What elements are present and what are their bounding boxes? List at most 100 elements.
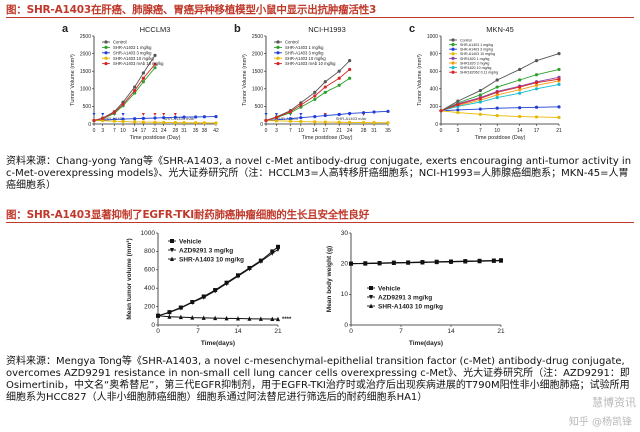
legend-label: SHR-A1403 10 mg/kg [378, 303, 443, 310]
data-point [323, 80, 327, 84]
data-point [202, 121, 206, 125]
data-point [213, 288, 218, 294]
legend-marker [276, 40, 280, 44]
data-point [434, 259, 439, 265]
data-point [348, 111, 352, 116]
legend-label: SHR-A1403 3 mg/kg [285, 50, 324, 55]
x-axis-label: Time postdose (Day) [130, 135, 181, 141]
x-tick-label: 17 [322, 128, 328, 134]
series-line [351, 260, 502, 265]
data-point [162, 120, 166, 125]
data-point [349, 261, 353, 266]
legend-label: SHR-A1403 1 mg/kg [113, 45, 152, 50]
legend-marker [104, 40, 108, 44]
data-point [348, 76, 352, 80]
data-point [270, 251, 275, 256]
data-point [133, 120, 137, 124]
y-tick-label: 2000 [80, 51, 91, 57]
data-point [153, 120, 157, 124]
data-point [202, 115, 206, 119]
y-tick-label: 0 [88, 122, 91, 128]
chart-panel-c: c MKN-45 0 200 400 600 800 1000 0 3 7 10 14 17 21 Time … [409, 23, 562, 141]
data-point [178, 305, 183, 311]
data-point [313, 94, 317, 98]
legend-label: SHR-A1403 10 mg/kg [460, 52, 495, 56]
data-point [247, 266, 252, 272]
data-point [153, 66, 157, 70]
data-point [372, 110, 376, 114]
x-tick-label: 31 [371, 128, 377, 134]
data-point [274, 115, 279, 119]
data-point [391, 260, 396, 266]
data-point [323, 90, 327, 94]
data-point [478, 100, 482, 104]
data-point [141, 71, 145, 75]
x-tick-label: 10 [298, 128, 304, 134]
data-point [534, 105, 539, 109]
legend-label: Control [285, 40, 299, 45]
data-point [258, 259, 263, 265]
data-point [156, 313, 160, 318]
data-point [557, 115, 561, 119]
y-tick-label: 1000 [80, 87, 91, 93]
data-point [406, 260, 411, 265]
section1-title: 图：SHR-A1403在肝癌、肺腺癌、胃癌异种移植模型小鼠中显示出抗肿瘤活性3 [6, 4, 377, 16]
legend-marker [276, 56, 280, 60]
data-point [288, 117, 292, 121]
legend-marker [369, 295, 373, 300]
data-point [478, 96, 482, 101]
data-point [337, 76, 341, 80]
data-point [534, 87, 539, 91]
data-point [491, 258, 496, 263]
legend-marker [369, 303, 373, 308]
legend-marker [104, 62, 108, 66]
legend-label: AZD9291 3 mg/kg [378, 294, 432, 301]
x-tick-label: 35 [385, 128, 391, 134]
data-point [337, 112, 341, 117]
x-tick-label: 42 [213, 128, 219, 134]
y-tick-label: 0 [260, 122, 263, 128]
legend-marker [104, 51, 108, 55]
x-tick-label: 0 [156, 328, 160, 335]
data-point [288, 110, 292, 114]
dose-arrow [299, 113, 303, 116]
data-point [337, 69, 341, 73]
data-point [153, 62, 157, 66]
data-point [299, 116, 303, 120]
dose-arrow [121, 113, 125, 116]
data-point [348, 120, 352, 125]
series-line [265, 77, 350, 121]
data-point [141, 80, 145, 84]
x-axis-label: Time(days) [201, 340, 235, 347]
data-point [133, 117, 137, 121]
dose-arrow [141, 113, 145, 116]
dose-arrow [162, 113, 166, 116]
data-point [518, 67, 522, 72]
x-tick-label: 28 [361, 128, 367, 134]
y-tick-label: 600 [144, 267, 155, 274]
panel-title: MKN-45 [486, 25, 514, 34]
data-point [534, 81, 539, 85]
series-line [157, 249, 279, 317]
watermark: 慧博资讯 [592, 396, 636, 409]
y-tick-label: 400 [430, 87, 439, 93]
x-tick-label: 17 [141, 128, 147, 134]
legend-label: SHR-A1403 mAb 10 mg/kg [113, 61, 164, 66]
data-point [153, 116, 157, 120]
dose-arrow [274, 113, 278, 116]
y-axis-label: Tumor Volume (mm³) [417, 54, 423, 106]
legend-label: AZD9291 3 mg/kg [179, 247, 233, 254]
data-point [478, 107, 482, 111]
x-tick-label: 24 [347, 128, 353, 134]
series-line [265, 69, 350, 121]
data-point [141, 76, 145, 80]
x-tick-label: 14 [234, 328, 242, 335]
data-point [534, 83, 539, 87]
data-point [518, 85, 522, 89]
y-tick-label: 200 [430, 104, 439, 110]
data-point [299, 103, 303, 107]
dose-arrow [264, 113, 268, 116]
